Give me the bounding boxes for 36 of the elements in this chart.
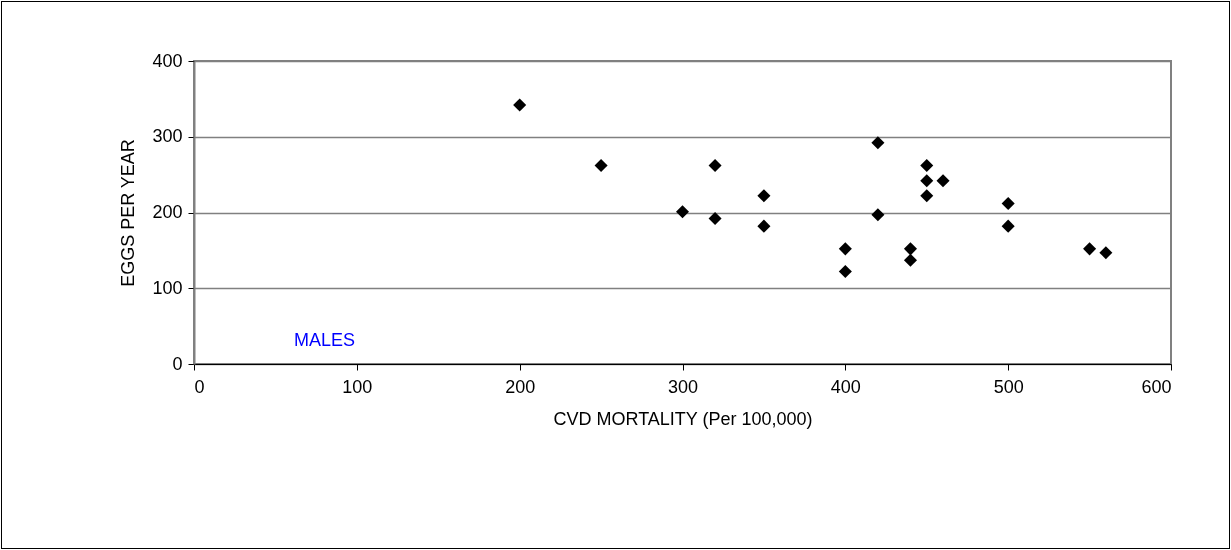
point xyxy=(708,159,722,173)
y-tick-label: 300 xyxy=(152,126,183,147)
point xyxy=(757,189,771,203)
point xyxy=(871,136,885,150)
y-axis-title: EGGS PER YEAR xyxy=(118,139,139,287)
x-axis-title: CVD MORTALITY (Per 100,000) xyxy=(553,408,813,429)
point xyxy=(838,242,852,256)
point xyxy=(513,98,527,112)
point xyxy=(903,253,917,267)
x-tick-label: 100 xyxy=(342,376,373,397)
point xyxy=(903,242,917,256)
x-tick-label: 300 xyxy=(667,376,699,397)
y-tick-label: 0 xyxy=(172,353,183,374)
point xyxy=(920,189,934,203)
point xyxy=(1001,196,1015,210)
y-tick-label: 400 xyxy=(152,50,183,71)
x-tick-label: 400 xyxy=(830,376,861,397)
point xyxy=(871,208,885,222)
point xyxy=(920,159,934,173)
point xyxy=(757,219,771,233)
x-tick-label: 200 xyxy=(505,376,536,397)
point xyxy=(708,212,722,226)
point xyxy=(594,159,608,173)
point xyxy=(1083,242,1097,256)
y-tick-label: 100 xyxy=(152,277,183,298)
annotation: MALES xyxy=(294,330,356,350)
point xyxy=(838,265,852,279)
x-tick-label: 600 xyxy=(1141,376,1172,397)
point xyxy=(920,174,934,188)
point xyxy=(1099,246,1113,260)
y-tick-label: 200 xyxy=(152,202,183,222)
point xyxy=(675,205,690,219)
point xyxy=(936,174,950,188)
x-tick-label: 0 xyxy=(194,376,205,397)
x-tick-label: 500 xyxy=(993,376,1024,397)
point xyxy=(1001,219,1015,233)
